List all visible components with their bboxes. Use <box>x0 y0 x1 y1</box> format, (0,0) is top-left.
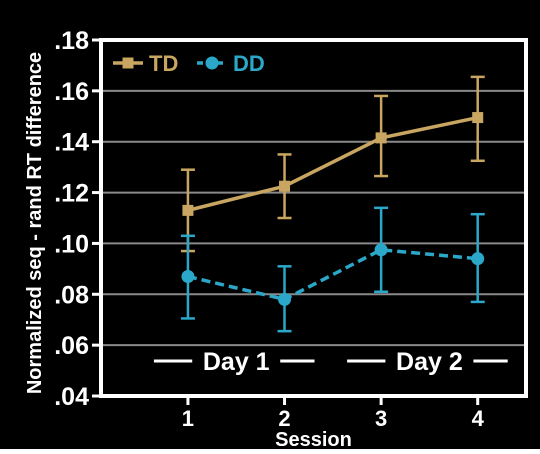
axes: .04 .06 .08 .10 .12 .14 .16 .18 1 2 3 4 Session Norma… <box>24 27 485 451</box>
y-axis-label: Normalized seq - rand RT difference <box>24 52 46 394</box>
day-annotation-label-1: Day 1 <box>203 348 270 376</box>
legend-marker-TD <box>122 57 134 69</box>
x-tick-label-2: 3 <box>375 406 387 431</box>
data-point-TD-1 <box>182 204 194 216</box>
data-point-DD-1 <box>181 269 195 283</box>
legend-entry-TD: TD <box>113 51 178 76</box>
y-tick-label-1: .06 <box>54 332 89 360</box>
y-tick-label-0: .04 <box>54 383 89 411</box>
legend: TD DD <box>113 51 265 76</box>
y-tick-label-6: .16 <box>54 78 89 106</box>
data-point-TD-4 <box>472 112 484 124</box>
y-tick-label-5: .14 <box>54 129 89 157</box>
series-DD <box>180 206 485 333</box>
y-tick-label-4: .12 <box>54 180 89 208</box>
legend-label-DD: DD <box>233 51 265 76</box>
x-tick-label-1: 2 <box>278 406 290 431</box>
day-annotation-label-2: Day 2 <box>396 348 463 376</box>
grid-lines <box>101 89 526 347</box>
data-point-DD-4 <box>471 252 485 266</box>
legend-entry-DD: DD <box>197 51 265 76</box>
legend-label-TD: TD <box>149 51 178 76</box>
series-line-DD <box>187 247 478 302</box>
x-tick-label-3: 4 <box>472 406 485 431</box>
y-tick-label-7: .18 <box>54 27 89 55</box>
x-axis-label: Session <box>275 429 352 449</box>
data-point-TD-2 <box>279 180 291 192</box>
series-line-TD <box>187 115 479 213</box>
y-tick-label-2: .08 <box>54 281 89 309</box>
data-point-TD-3 <box>375 132 387 144</box>
y-tick-label-3: .10 <box>54 230 89 258</box>
day-annotations: Day 1 Day 2 <box>153 348 508 376</box>
plot-frame <box>99 38 528 398</box>
series-layer <box>180 75 485 333</box>
series-TD <box>180 75 485 253</box>
legend-marker-DD <box>205 56 219 70</box>
x-tick-label-0: 1 <box>182 406 194 431</box>
data-point-DD-3 <box>374 243 388 257</box>
data-point-DD-2 <box>278 292 292 306</box>
